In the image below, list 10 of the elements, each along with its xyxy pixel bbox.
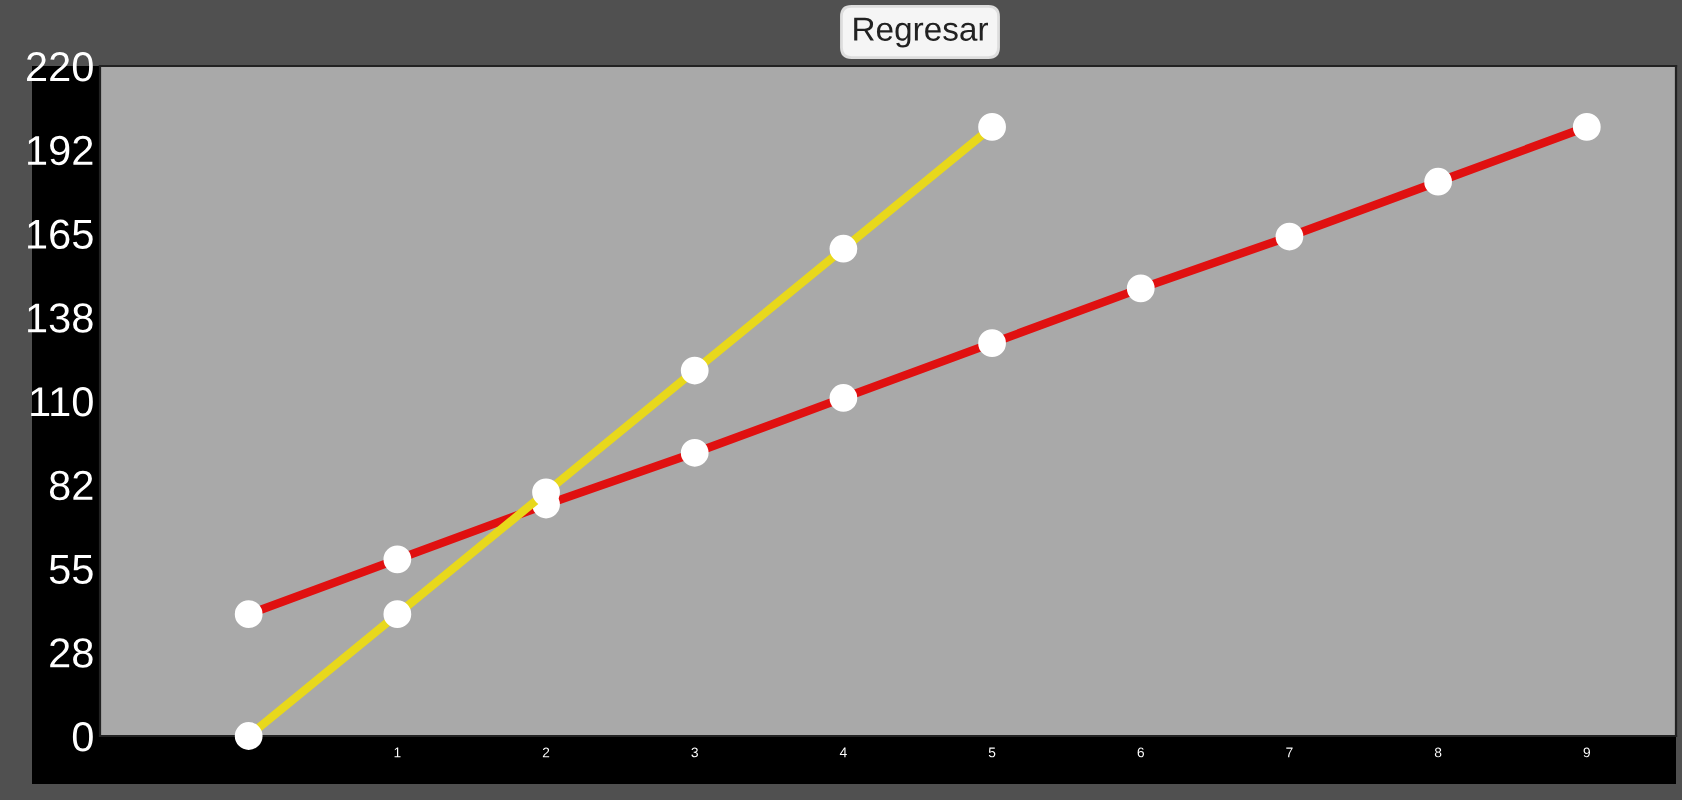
y-tick-label: 82 (49, 470, 93, 501)
y-tick-label: 0 (72, 722, 93, 752)
text: Regresar (854, 17, 988, 48)
y-tick-label: 138 (28, 303, 93, 333)
y-tick-label: 110 (31, 387, 93, 417)
y-tick-label: 165 (28, 219, 93, 250)
y-tick-label: 220 (27, 52, 93, 82)
y-tick-label: 192 (28, 135, 93, 166)
y-tick-label: 55 (49, 554, 93, 585)
y-tick-label: 28 (50, 638, 93, 668)
